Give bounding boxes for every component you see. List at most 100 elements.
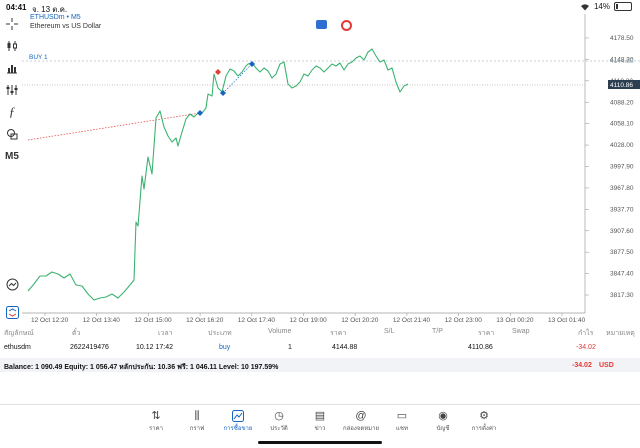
chart-symbol[interactable]: ETHUSDm • M5: [30, 14, 81, 21]
y-tick-label: 4058.10: [610, 121, 634, 128]
col-time[interactable]: เวลา: [158, 330, 173, 337]
position-type: buy: [219, 344, 231, 351]
mailbox-icon: @: [355, 410, 367, 422]
x-tick-label: 12 Oct 15:00: [134, 317, 172, 324]
status-date: จ. 13 ต.ค.: [32, 5, 68, 14]
col-price[interactable]: ราคา: [478, 330, 495, 337]
tab-chart[interactable]: ⫼ กราฟ: [175, 410, 219, 433]
buy-entry-marker[interactable]: [197, 110, 203, 116]
account-summary-text: Balance: 1 090.49 Equity: 1 056.47 หลักป…: [4, 364, 279, 371]
objects-icon[interactable]: [4, 126, 20, 142]
x-tick-label: 12 Oct 12:20: [31, 317, 69, 324]
y-tick-label: 3847.40: [610, 271, 634, 278]
tab-chat[interactable]: ▭ แชท: [380, 410, 424, 433]
buy-position-label[interactable]: BUY 1: [29, 54, 48, 61]
x-tick-label: 12 Oct 17:40: [238, 317, 276, 324]
battery-percent: 14%: [593, 2, 610, 11]
wifi-icon: [580, 3, 589, 10]
status-bar: 04:41 จ. 13 ต.ค. 14%: [0, 0, 640, 14]
position-ticket: 2622419476: [70, 344, 109, 351]
tab-news-label: ข่าว: [314, 426, 326, 432]
buy-marker-3[interactable]: [249, 61, 255, 67]
x-tick-label: 12 Oct 20:20: [341, 317, 379, 324]
col-volume[interactable]: Volume: [268, 328, 292, 335]
x-tick-label: 12 Oct 13:40: [83, 317, 121, 324]
tab-quotes-label: ราคา: [149, 426, 163, 432]
news-icon: ▤: [314, 410, 326, 422]
tab-account[interactable]: ◉ บัญชี: [421, 410, 465, 433]
tab-chart-label: กราฟ: [189, 426, 205, 432]
position-symbol: ethusdm: [4, 344, 31, 351]
trade-history-line: [27, 112, 201, 141]
status-right: 14%: [580, 2, 632, 11]
account-summary: Balance: 1 090.49 Equity: 1 056.47 หลักป…: [0, 358, 640, 372]
tab-mailbox-label: กล่องจดหมาย: [342, 426, 380, 432]
col-sl[interactable]: S/L: [384, 328, 395, 335]
col-ticket[interactable]: ตั๋ว: [72, 330, 81, 337]
bid-price-tag: 4110.86: [610, 82, 633, 89]
x-axis: 12 Oct 12:20 12 Oct 13:40 12 Oct 15:00 12 O…: [31, 313, 586, 324]
bars-icon[interactable]: [4, 60, 20, 76]
tab-history-label: ประวัติ: [270, 426, 288, 432]
chart-toolbar: ƒ M5: [0, 14, 22, 324]
quotes-icon: ⇅: [151, 410, 161, 422]
position-open-price: 4144.88: [332, 344, 358, 351]
history-icon: ◷: [274, 410, 284, 422]
settings-icon: ⚙: [479, 410, 489, 422]
col-tp[interactable]: T/P: [432, 328, 443, 335]
home-indicator: [258, 441, 382, 444]
chart-canvas[interactable]: 4178.504148.304118.304088.204058.104028.…: [22, 14, 640, 324]
bottom-tab-bar: ⇅ ราคา ⫼ กราฟ การซื้อขาย ◷ ประวัติ ▤ ข่าว @ ก…: [0, 404, 640, 448]
position-profit: -34.02: [576, 344, 596, 351]
tab-quotes[interactable]: ⇅ ราคา: [134, 410, 178, 433]
tab-mailbox[interactable]: @ กล่องจดหมาย: [339, 410, 383, 433]
account-icon: ◉: [438, 410, 448, 422]
sell-marker[interactable]: [215, 69, 221, 75]
trade-icon: [216, 410, 260, 423]
col-comment[interactable]: หมายเหตุ: [606, 330, 635, 337]
tab-settings-label: การตั้งค่า: [471, 426, 497, 432]
y-tick-label: 4088.20: [610, 99, 634, 106]
y-tick-label: 3817.30: [610, 292, 634, 299]
tab-trade[interactable]: การซื้อขาย: [216, 410, 260, 433]
crosshair-icon[interactable]: [4, 16, 20, 32]
y-tick-label: 4148.30: [610, 56, 634, 63]
col-profit[interactable]: กำไร: [578, 330, 594, 337]
ask-price-tag: 4144.88: [610, 58, 634, 65]
col-symbol[interactable]: สัญลักษณ์: [4, 330, 34, 337]
col-type[interactable]: ประเภท: [208, 330, 232, 337]
x-tick-label: 12 Oct 21:40: [393, 317, 431, 324]
timeframe-button[interactable]: M5: [5, 150, 19, 162]
total-profit-currency: USD: [599, 362, 614, 369]
trade-panel-icon[interactable]: [4, 276, 20, 292]
x-tick-label: 13 Oct 00:20: [496, 317, 534, 324]
app-logo-icon[interactable]: [4, 304, 20, 320]
tab-settings[interactable]: ⚙ การตั้งค่า: [462, 410, 506, 433]
price-chart[interactable]: 4178.504148.304118.304088.204058.104028.…: [22, 14, 640, 324]
chart-symbol-description: Ethereum vs US Dollar: [30, 23, 102, 30]
col-swap[interactable]: Swap: [512, 328, 530, 335]
y-tick-label: 3997.90: [610, 164, 634, 171]
y-axis: 4178.504148.304118.304088.204058.104028.…: [585, 35, 634, 299]
one-click-buy-icon[interactable]: [341, 20, 352, 31]
x-tick-label: 13 Oct 01:40: [548, 317, 586, 324]
total-profit: -34.02: [572, 362, 592, 369]
y-tick-label: 3937.70: [610, 206, 634, 213]
y-tick-label: 4178.50: [610, 35, 634, 42]
x-tick-label: 12 Oct 19:00: [290, 317, 328, 324]
chat-icon: ▭: [396, 410, 408, 422]
position-current-price: 4110.86: [468, 344, 493, 351]
tab-trade-label: การซื้อขาย: [223, 426, 253, 432]
position-row[interactable]: ethusdm 2622419476 10.12 17:42 buy 1 414…: [0, 342, 640, 356]
indicators-icon[interactable]: [4, 82, 20, 98]
buy-marker-2[interactable]: [220, 90, 226, 96]
tab-news[interactable]: ▤ ข่าว: [298, 410, 342, 433]
tab-account-label: บัญชี: [436, 426, 450, 432]
candles-icon[interactable]: [4, 38, 20, 54]
one-click-sell-icon[interactable]: [316, 20, 327, 29]
tab-history[interactable]: ◷ ประวัติ: [257, 410, 301, 433]
col-open-price[interactable]: ราคา: [330, 330, 347, 337]
price-series-line: [27, 48, 409, 301]
function-icon[interactable]: ƒ: [8, 104, 16, 119]
tab-chat-label: แชท: [396, 426, 408, 432]
